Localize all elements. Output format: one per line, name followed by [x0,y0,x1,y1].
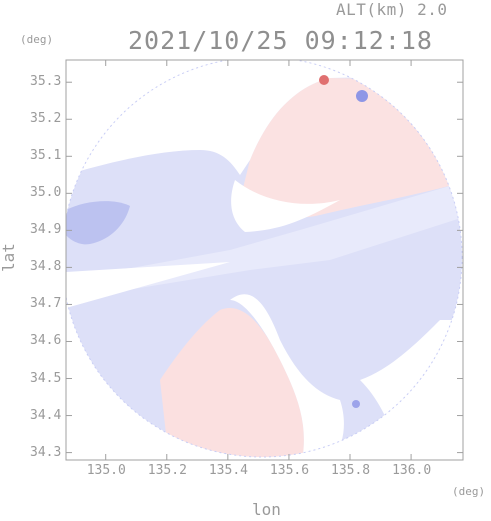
y-tick-label: 34.8 [30,259,62,275]
x-tick-label: 135.6 [269,463,310,478]
y-tick-label: 35.2 [30,111,62,127]
echo-approaching-strong-n [356,90,368,102]
x-axis-label: lon [252,500,281,519]
altitude-label: ALT(km) 2.0 [336,0,448,19]
y-tick-label: 35.3 [30,74,62,90]
x-tick-label: 136.0 [392,463,432,478]
echo-approaching-strong-w [66,201,130,245]
no-echo-center [231,180,340,232]
x-axis-unit: (deg) [452,485,486,498]
y-tick-label: 34.5 [30,370,62,386]
x-tick-label: 135.0 [86,463,126,478]
beam-blockage-w [66,262,230,308]
y-tick-label: 35.0 [30,185,62,201]
timestamp-label: 2021/10/25 09:12:18 [128,26,433,55]
y-tick-label: 34.7 [30,296,62,312]
y-tick-label: 34.3 [30,444,62,460]
no-echo-south [230,294,344,457]
y-tick-label: 35.1 [30,148,62,164]
x-tick-label: 135.2 [147,463,187,478]
echo-approaching-strong-se [352,400,360,408]
radar-range-edge [66,60,463,458]
plot-frame [65,59,464,461]
echo-field [66,60,463,458]
echo-receding-strong-n [319,75,329,85]
y-axis-unit: (deg) [20,33,54,46]
y-tick-label: 34.4 [30,407,62,423]
y-tick-label: 34.6 [30,333,62,349]
x-tick-label: 135.4 [208,463,248,478]
tick-marks [66,60,463,460]
echo-receding-sw [160,308,304,457]
x-tick-label: 135.8 [331,463,371,478]
y-tick-label: 34.9 [30,222,62,238]
